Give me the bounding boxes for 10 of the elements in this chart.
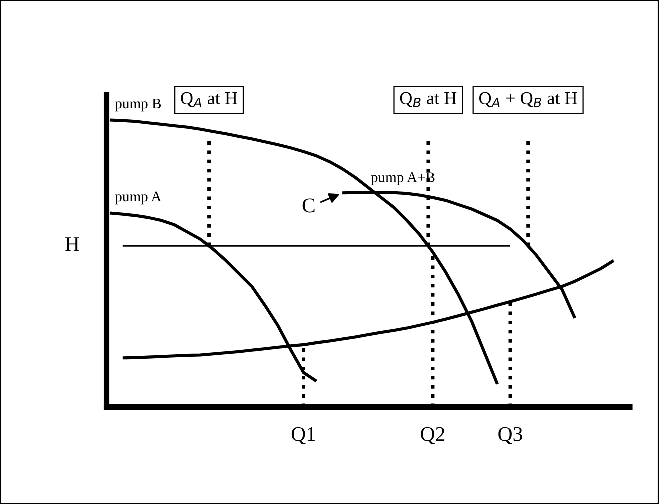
x-tick-label: Q2	[421, 427, 445, 445]
x-tick-label: Q3	[498, 427, 522, 445]
x-tick-label: Q1	[292, 427, 316, 445]
legend-label: pump B	[115, 98, 162, 112]
annotation: C	[302, 198, 315, 213]
text: Q$_{A}$ at H	[181, 92, 238, 108]
series-label: pump A	[115, 192, 162, 205]
text: Q$_{A}$ + Q$_{B}$ at H	[480, 92, 578, 108]
text: Q$_{B}$ at H	[400, 92, 457, 108]
text: H	[65, 238, 80, 252]
